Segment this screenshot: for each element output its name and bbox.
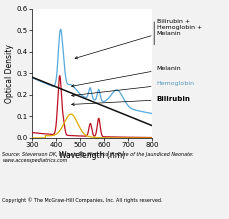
- X-axis label: Wavelength (nm): Wavelength (nm): [59, 151, 125, 160]
- Text: Source: Stevenson DK, Maisels MJ, Watchko JF: Care of the Jaundiced Neonate:
www: Source: Stevenson DK, Maisels MJ, Watchk…: [2, 152, 193, 163]
- Text: Bilirubin +
Hemoglobin +
Melanin: Bilirubin + Hemoglobin + Melanin: [75, 19, 201, 59]
- Text: Melanin: Melanin: [71, 66, 180, 87]
- Text: Hemoglobin: Hemoglobin: [71, 81, 194, 97]
- Y-axis label: Optical Density: Optical Density: [5, 44, 14, 103]
- Text: Copyright © The McGraw-Hill Companies, Inc. All rights reserved.: Copyright © The McGraw-Hill Companies, I…: [2, 197, 162, 203]
- Text: Bilirubin: Bilirubin: [71, 96, 190, 106]
